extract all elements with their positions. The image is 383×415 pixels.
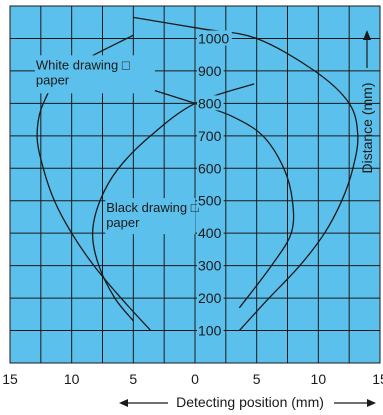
y-arrow-head bbox=[363, 30, 371, 40]
annotation-black-drawing-paper: Black drawing □ paper bbox=[106, 200, 199, 230]
annotation-bg bbox=[34, 55, 155, 94]
y-tick-label: 400 bbox=[198, 225, 222, 241]
series-black-paper-left-boundary bbox=[91, 83, 255, 322]
y-tick-label: 900 bbox=[198, 63, 222, 79]
x-tick-label: 5 bbox=[253, 371, 261, 387]
y-tick-label: 700 bbox=[198, 128, 222, 144]
x-tick-label: 10 bbox=[311, 371, 327, 387]
x-arrow-right-head bbox=[367, 399, 376, 407]
y-tick-label: 300 bbox=[198, 258, 222, 274]
x-axis-title: Detecting position (mm) bbox=[176, 394, 324, 410]
x-tick-label: 15 bbox=[372, 371, 383, 387]
x-tick-label: 10 bbox=[64, 371, 80, 387]
y-tick-label-bg bbox=[197, 225, 224, 241]
y-tick-label-bg bbox=[197, 322, 224, 338]
x-tick-label: 5 bbox=[129, 371, 137, 387]
x-tick-label: 15 bbox=[2, 371, 18, 387]
y-tick-label-bg bbox=[197, 257, 224, 273]
y-tick-label-bg bbox=[197, 160, 224, 176]
y-axis-arrow bbox=[363, 30, 371, 68]
series-white-paper-right-boundary bbox=[133, 16, 359, 331]
y-axis-title: Distance (mm) bbox=[359, 82, 375, 173]
x-axis-arrows bbox=[119, 399, 376, 407]
y-tick-label: 200 bbox=[198, 290, 222, 306]
annotation-bg bbox=[105, 198, 196, 235]
y-tick-labels: 100 200 300 400 500 600 700 800 900 1000 bbox=[197, 30, 232, 339]
y-tick-label-bg bbox=[197, 62, 224, 78]
y-tick-label-bg bbox=[197, 95, 224, 111]
y-tick-label-bg bbox=[197, 290, 224, 306]
y-tick-label: 600 bbox=[198, 160, 222, 176]
y-tick-label-bg bbox=[197, 30, 232, 46]
y-tick-label: 1000 bbox=[198, 30, 229, 46]
x-tick-label: 0 bbox=[191, 371, 199, 387]
x-tick-labels: 15 10 5 0 5 10 15 bbox=[2, 371, 383, 387]
x-arrow-left-head bbox=[119, 399, 128, 407]
y-tick-label-bg bbox=[197, 127, 224, 143]
y-tick-label: 800 bbox=[198, 95, 222, 111]
annotations: White drawing □ paper Black drawing □ paper bbox=[34, 55, 199, 235]
plot-frame bbox=[9, 5, 381, 364]
y-tick-label: 500 bbox=[198, 193, 222, 209]
annotation-white-drawing-paper: White drawing □ paper bbox=[36, 57, 130, 87]
y-tick-label-bg bbox=[197, 192, 224, 208]
y-tick-label: 100 bbox=[198, 323, 222, 339]
